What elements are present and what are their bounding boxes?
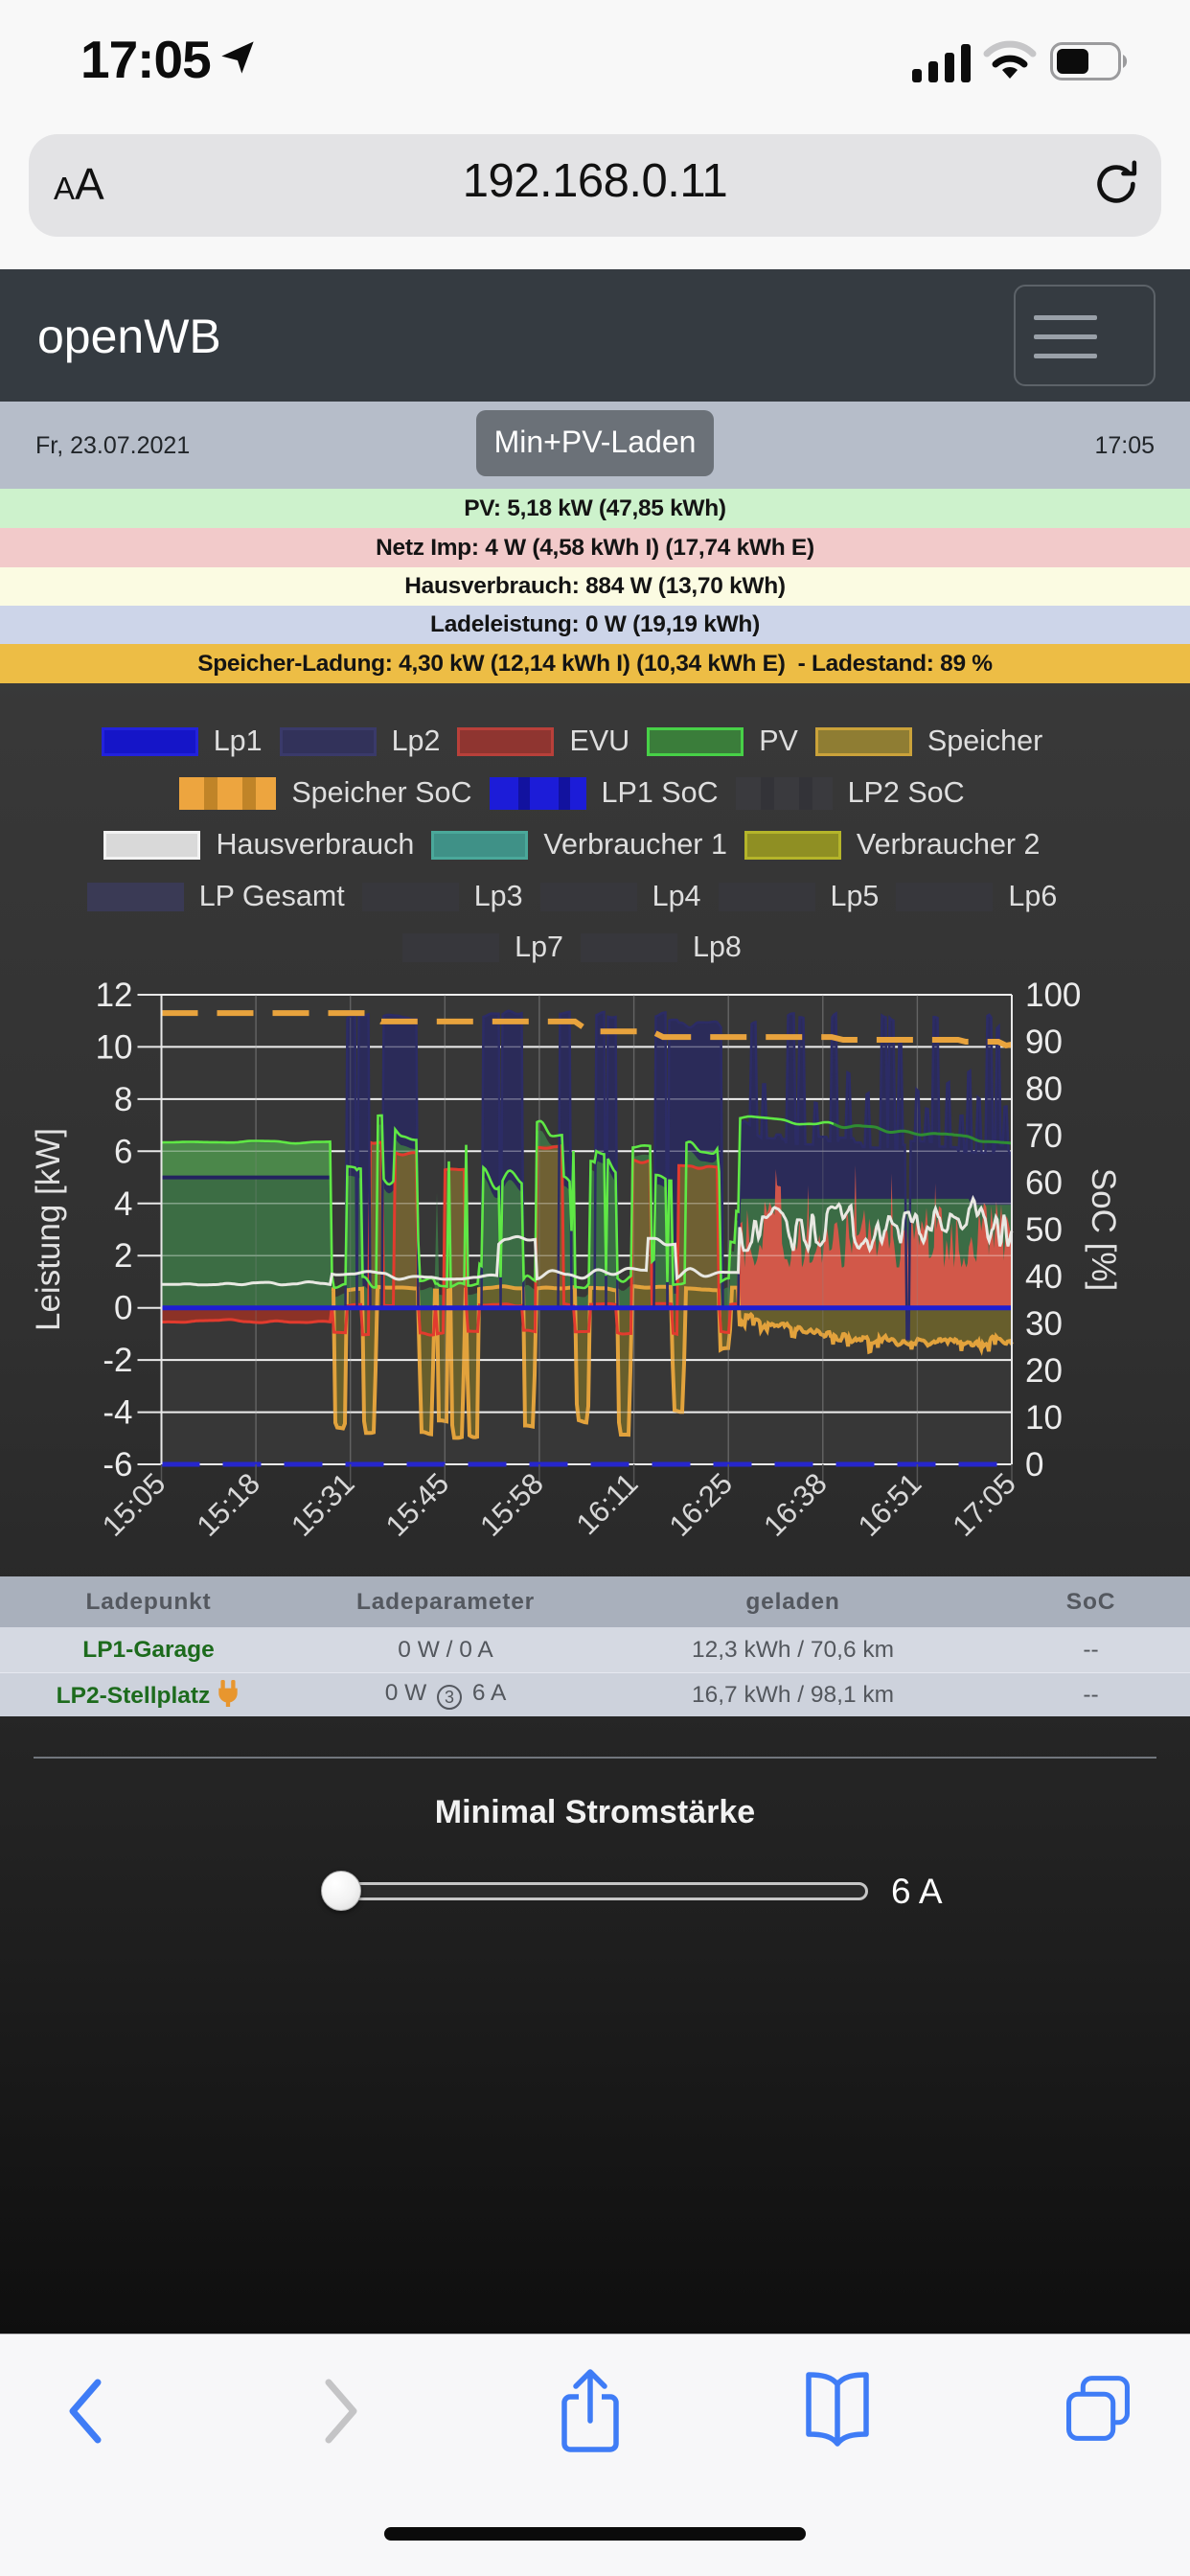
svg-text:15:18: 15:18 (190, 1466, 266, 1543)
svg-text:0: 0 (1025, 1446, 1043, 1484)
svg-text:0: 0 (114, 1290, 132, 1327)
svg-text:17:05: 17:05 (946, 1466, 1022, 1543)
svg-text:6: 6 (114, 1133, 132, 1170)
svg-text:-4: -4 (103, 1394, 132, 1432)
svg-text:15:31: 15:31 (285, 1466, 361, 1543)
svg-text:15:45: 15:45 (379, 1466, 456, 1543)
svg-text:16:51: 16:51 (852, 1466, 928, 1543)
svg-text:SoC [%]: SoC [%] (1085, 1168, 1122, 1291)
svg-text:30: 30 (1025, 1305, 1063, 1343)
svg-text:-2: -2 (103, 1342, 132, 1379)
svg-text:20: 20 (1025, 1352, 1063, 1390)
svg-text:16:25: 16:25 (663, 1466, 740, 1543)
svg-text:4: 4 (114, 1185, 132, 1223)
svg-text:10: 10 (96, 1028, 133, 1066)
svg-text:-6: -6 (103, 1446, 132, 1484)
svg-text:Leistung [kW]: Leistung [kW] (30, 1128, 67, 1331)
svg-text:10: 10 (1025, 1399, 1063, 1437)
svg-text:60: 60 (1025, 1164, 1063, 1202)
svg-text:100: 100 (1025, 977, 1081, 1014)
svg-text:90: 90 (1025, 1024, 1063, 1061)
svg-text:15:58: 15:58 (473, 1466, 550, 1543)
svg-text:2: 2 (114, 1237, 132, 1275)
svg-text:16:38: 16:38 (757, 1466, 834, 1543)
svg-text:70: 70 (1025, 1117, 1063, 1155)
svg-text:40: 40 (1025, 1258, 1063, 1296)
svg-text:50: 50 (1025, 1211, 1063, 1249)
svg-text:80: 80 (1025, 1070, 1063, 1108)
svg-text:12: 12 (96, 977, 133, 1014)
svg-text:8: 8 (114, 1081, 132, 1118)
